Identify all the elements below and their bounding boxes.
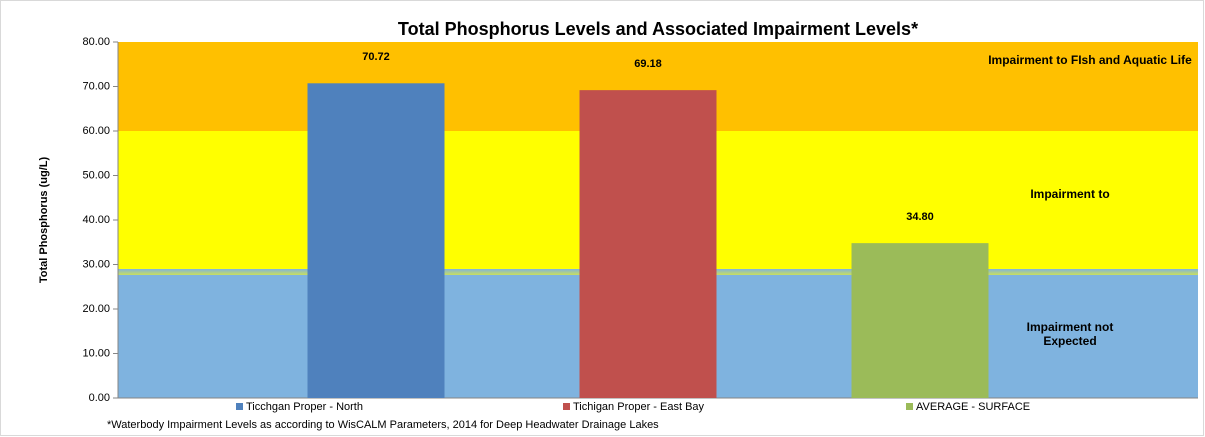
y-tick-label: 50.00 [82, 169, 110, 181]
chart-title: Total Phosphorus Levels and Associated I… [398, 19, 918, 39]
y-tick-label: 70.00 [82, 80, 110, 92]
bar [307, 83, 445, 399]
y-tick-label: 80.00 [82, 36, 110, 48]
footnote: *Waterbody Impairment Levels as accordin… [107, 419, 659, 431]
y-tick-label: 20.00 [82, 303, 110, 315]
y-tick-label: 40.00 [82, 214, 110, 226]
band-label-text: Impairment not Expected [1026, 319, 1114, 348]
legend-label: Tichigan Proper - East Bay [573, 401, 705, 413]
value-label: 69.18 [634, 58, 662, 70]
band-label: Impairment not Expected [1026, 319, 1114, 348]
legend-swatch [906, 403, 913, 410]
y-tick-label: 0.00 [89, 392, 110, 404]
legend-label: Ticchgan Proper - North [246, 401, 363, 413]
legend-label: AVERAGE - SURFACE [916, 401, 1030, 413]
band-label: Impairment to [1030, 186, 1110, 201]
y-tick-label: 30.00 [82, 258, 110, 270]
legend-swatch [236, 403, 243, 410]
y-tick-label: 10.00 [82, 347, 110, 359]
band-label-text: Impairment to FIsh and Aquatic Life [988, 53, 1192, 68]
bar [851, 243, 989, 398]
y-tick-label: 60.00 [82, 125, 110, 137]
band-label-text: Impairment to [1030, 186, 1110, 201]
y-axis-label: Total Phosphorus (ug/L) [38, 157, 50, 284]
band-label: Impairment to FIsh and Aquatic Life [988, 53, 1192, 68]
value-label: 70.72 [362, 51, 390, 63]
value-label: 34.80 [906, 211, 934, 223]
legend-swatch [563, 403, 570, 410]
bar [579, 90, 717, 399]
